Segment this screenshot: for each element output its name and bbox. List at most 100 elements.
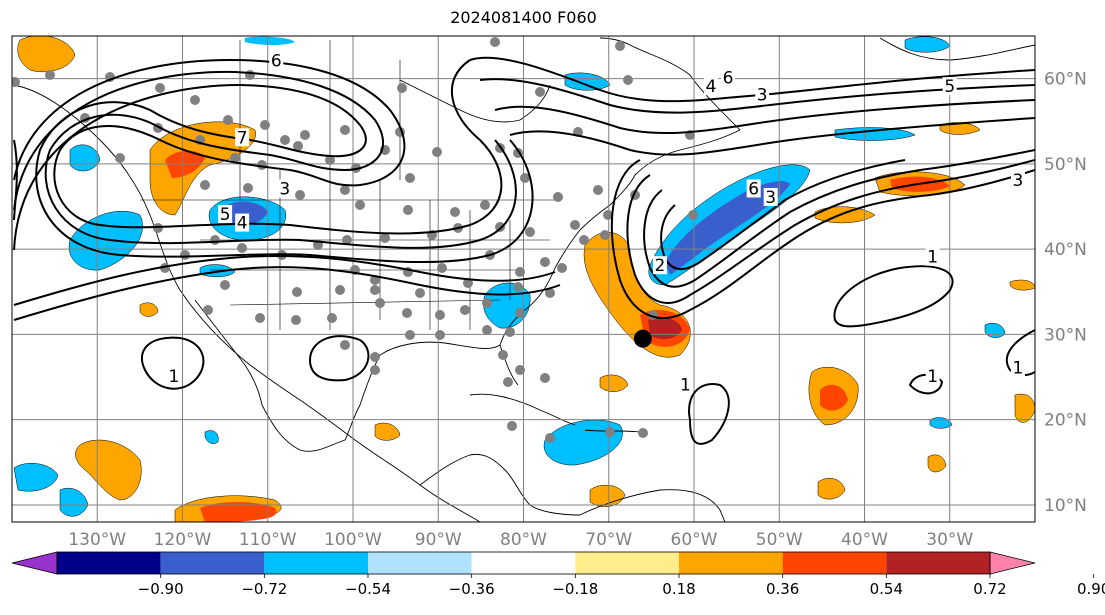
contour-label: 5 (220, 205, 231, 225)
contour-label-background (763, 188, 778, 206)
colorbar-segment (782, 552, 887, 574)
negative-anomaly-area (204, 430, 219, 444)
colorbar-tick-label: −0.54 (345, 580, 391, 598)
longitude-tick-label: 70°W (585, 530, 632, 550)
contour-lines (13, 56, 1035, 445)
longitude-tick-label: 120°W (154, 530, 212, 550)
contour-label: 1 (1013, 359, 1024, 379)
contour-label-background (235, 128, 250, 147)
positive-anomaly-area (75, 439, 142, 501)
negative-anomaly-area (564, 72, 611, 91)
colorbar-tick-label: −0.90 (138, 580, 184, 598)
contour-label: 1 (927, 248, 938, 268)
longitude-tick-label: 60°W (671, 530, 718, 550)
contour-label: 6 (271, 52, 282, 72)
longitude-tick-label: 50°W (756, 530, 803, 550)
colorbar-segment (471, 552, 576, 574)
colorbar-tick-label: −0.72 (241, 580, 287, 598)
positive-anomaly-area (139, 302, 159, 317)
contour-label-background (704, 77, 719, 96)
positive-anomaly-area (817, 478, 846, 500)
contour-label-background (218, 205, 233, 224)
contour-label: 6 (723, 69, 734, 89)
contour-label-background (1010, 358, 1025, 377)
colorbar-tick-label: 0.36 (766, 580, 799, 598)
colorbar-tick-label: −0.18 (552, 580, 598, 598)
longitude-tick-label: 100°W (324, 530, 382, 550)
latitude-tick-label: 30°N (1044, 325, 1087, 345)
longitude-tick-label: 40°W (841, 530, 888, 550)
latitude-tick-label: 40°N (1044, 240, 1087, 260)
colorbar-segment (264, 552, 368, 574)
positive-anomaly-area (200, 502, 277, 522)
longitude-tick-label: 80°W (500, 530, 547, 550)
colorbar-segment (368, 552, 472, 574)
positive-anomaly-area (17, 36, 76, 73)
contour-label: 4 (237, 214, 248, 234)
colorbar-segment (575, 552, 679, 574)
contour-label-background (235, 213, 250, 232)
contour-label: 1 (680, 376, 691, 396)
positive-anomaly-area (648, 317, 682, 340)
colorbar-tick-label: 0.90 (1077, 580, 1105, 598)
negative-anomaly-area (69, 144, 101, 172)
contour-label-background (1010, 170, 1025, 189)
map-title: 2024081400 F060 (450, 8, 597, 27)
latitude-ticks: 10°N 20°N 30°N 40°N 50°N 60°N (1044, 70, 1087, 516)
contour-label: 3 (765, 188, 776, 208)
contour-label: 4 (706, 77, 717, 97)
colorbar-segment (886, 552, 990, 574)
colorbar-extend-max (989, 551, 1036, 575)
colorbar-tick-label: 0.54 (870, 580, 903, 598)
contour-label-background (652, 256, 667, 275)
contour-label-background (721, 68, 736, 87)
positive-anomaly-area (374, 422, 401, 441)
contour-label-background (942, 77, 957, 96)
contour-label-background (746, 179, 761, 198)
colorbar-tick-label: 0.72 (973, 580, 1006, 598)
contour-label-background (678, 375, 693, 394)
colorbar-segment (679, 552, 783, 574)
latitude-tick-label: 20°N (1044, 411, 1087, 431)
longitude-ticks: 130°W 120°W 110°W 100°W 90°W 80°W 70°W 60°W 50°W… (68, 530, 973, 550)
contour-label: 2 (654, 256, 665, 276)
political-borders (140, 40, 560, 330)
positive-anomaly-area (599, 374, 629, 392)
contour-label-background (277, 179, 292, 198)
colorbar-extend-min (11, 551, 58, 575)
negative-anomaly-area (834, 127, 916, 141)
contour-label-background (269, 51, 284, 70)
contour-label: 5 (944, 77, 955, 97)
negative-anomaly-area (665, 181, 790, 275)
colorbar-tick-label: −0.36 (449, 580, 495, 598)
negative-anomaly-area (929, 417, 953, 429)
contour-label: 3 (757, 86, 768, 106)
longitude-tick-label: 30°W (926, 530, 973, 550)
latitude-tick-label: 50°N (1044, 155, 1087, 175)
station-dots (12, 37, 698, 443)
positive-anomaly-area (820, 384, 848, 411)
latitude-tick-label: 60°N (1044, 70, 1087, 90)
contour-label: 3 (1013, 171, 1024, 191)
contour-label: 6 (748, 179, 759, 199)
contour-label-background (925, 367, 940, 386)
contour-label: 7 (237, 128, 248, 148)
contour-label: 1 (927, 367, 938, 387)
contour-label: 3 (279, 179, 290, 199)
contour-label-background (755, 85, 770, 104)
longitude-tick-label: 90°W (415, 530, 462, 550)
colorbar: −0.90 −0.72 −0.54 −0.36 −0.18 0.18 0.36 0.54 0.7… (11, 551, 1105, 598)
colorbar-segment (160, 552, 265, 574)
storm-center-marker (633, 329, 652, 348)
negative-anomaly-area (13, 463, 59, 492)
colorbar-segment (57, 552, 161, 574)
contour-label-background (925, 247, 940, 266)
colorbar-tick-label: 0.18 (662, 580, 695, 598)
longitude-tick-label: 130°W (68, 530, 126, 550)
contour-label: 1 (169, 367, 180, 387)
longitude-tick-label: 110°W (239, 530, 297, 550)
latitude-tick-label: 10°N (1044, 496, 1087, 516)
negative-anomaly-area (245, 36, 295, 45)
